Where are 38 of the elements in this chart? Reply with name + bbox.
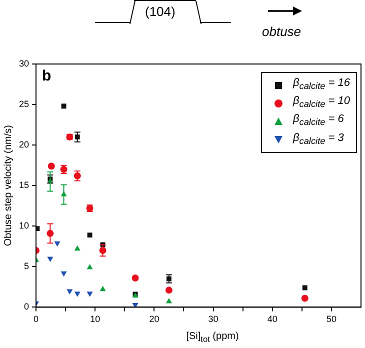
x-tick-label: 50 — [326, 314, 336, 324]
y-tick-label: 15 — [18, 180, 30, 190]
point — [166, 298, 172, 304]
point — [54, 241, 60, 247]
x-tick-label: 0 — [34, 314, 39, 324]
y-tick-label: 25 — [18, 99, 30, 110]
y-tick-label: 20 — [18, 140, 30, 150]
legend-label: β$_{calcite}$ = 3 — [292, 130, 344, 148]
x-tick-label: 40 — [267, 314, 278, 324]
point — [47, 256, 54, 262]
point — [48, 162, 55, 170]
annotation: b — [42, 68, 52, 85]
y-tick-label: 5 — [24, 261, 30, 272]
point — [66, 289, 73, 294]
point — [165, 286, 172, 294]
point — [301, 294, 308, 302]
y-axis-title: Obtuse step velocity (nm/s) — [2, 125, 14, 246]
text: (104) — [145, 4, 176, 19]
text: obtuse — [262, 24, 302, 39]
point — [302, 285, 308, 290]
point — [74, 292, 80, 297]
x-tick-label: 10 — [90, 314, 100, 324]
x-tick-label: 30 — [208, 314, 218, 324]
legend-label: β$_{calcite}$ = 6 — [292, 112, 344, 130]
legend-label: β$_{calcite}$ = 10 — [292, 94, 350, 112]
y-tick-label: 0 — [24, 302, 30, 312]
x-tick-label: 20 — [149, 314, 160, 324]
point — [61, 104, 66, 109]
y-tick-label: 30 — [18, 58, 30, 68]
point — [132, 274, 139, 282]
y-tick-label: 10 — [18, 220, 30, 231]
point — [74, 245, 80, 251]
point — [100, 286, 106, 292]
point — [86, 292, 93, 297]
legend-label: β$_{calcite}$ = 16 — [292, 76, 350, 94]
x-axis-title: [Si]$_{tot}$ (ppm) — [185, 331, 240, 344]
point — [60, 271, 67, 277]
point — [87, 232, 92, 238]
